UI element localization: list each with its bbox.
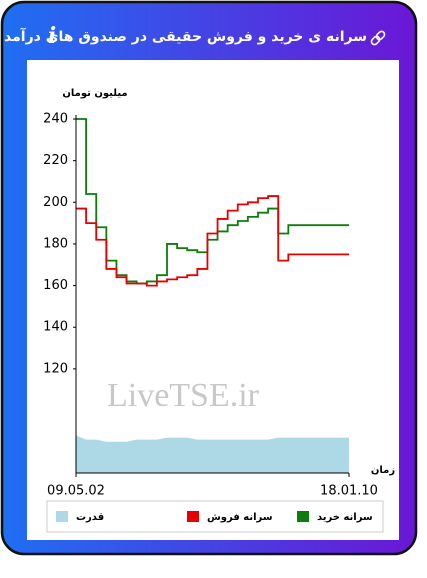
legend-swatch — [56, 511, 68, 522]
y-axis-label: میلیون تومان — [62, 88, 127, 99]
x-axis-label: زمان — [371, 465, 395, 476]
legend — [46, 500, 384, 533]
chart-title: سرانه ی خرید و فروش حقیقی در صندوق های د… — [0, 27, 367, 45]
x-tick-label: 09.05.02 — [47, 484, 105, 499]
x-tick-label: 18.01.10 — [320, 484, 378, 499]
plot: 120 140 160 180 200 220 240 09.05.02 18.01.10 — [43, 112, 378, 499]
legend-items: سرانه خرید سرانه فروش قدرت — [56, 511, 373, 523]
y-tick-label: 200 — [43, 195, 68, 210]
y-tick-label: 160 — [43, 278, 68, 293]
link-icon[interactable] — [370, 30, 386, 46]
legend-swatch — [297, 511, 309, 522]
y-tick-label: 120 — [43, 361, 68, 376]
y-tick-label: 240 — [43, 112, 68, 127]
legend-label: سرانه فروش — [207, 512, 273, 523]
y-tick-label: 140 — [43, 320, 68, 335]
legend-label: قدرت — [76, 512, 104, 523]
area — [76, 435, 349, 473]
watermark: LiveTSE.ir — [107, 377, 260, 414]
line — [76, 195, 349, 287]
info-icon[interactable]: i — [48, 23, 56, 49]
legend-swatch — [187, 511, 199, 522]
y-tick-label: 220 — [43, 153, 68, 168]
y-tick-label: 180 — [43, 236, 68, 251]
legend-label: سرانه خرید — [317, 512, 373, 523]
